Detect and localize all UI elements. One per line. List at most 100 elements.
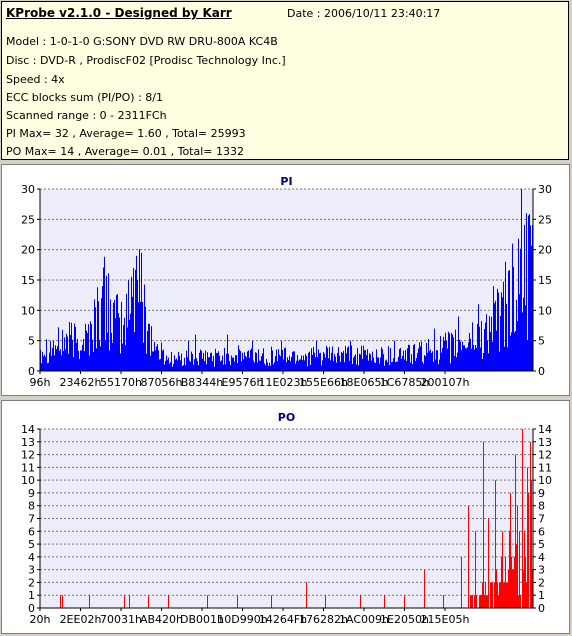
pi-bar <box>239 349 240 371</box>
pi-ytick-label-right: 30 <box>538 183 552 196</box>
pi-bar <box>261 356 262 371</box>
pi-bar <box>215 348 216 371</box>
pi-bar <box>254 362 255 371</box>
pi-bar <box>121 301 122 371</box>
pi-bar <box>178 351 179 371</box>
pi-bar <box>366 355 367 371</box>
po-xtick-label: 1AC009h <box>339 613 389 626</box>
pi-bar <box>511 332 512 371</box>
po-bar <box>496 569 497 608</box>
pi-bar <box>427 352 428 371</box>
pi-bar <box>526 213 527 371</box>
pi-bar <box>280 356 281 371</box>
po-ytick-label-right: 13 <box>538 436 552 449</box>
pi-bar <box>432 351 433 371</box>
pi-bar <box>360 354 361 371</box>
pi-bar <box>445 332 446 371</box>
pi-bar <box>496 330 497 371</box>
pi-bar <box>189 360 190 371</box>
pi-bar <box>216 353 217 371</box>
pi-xtick-label: 11E023h <box>259 376 308 389</box>
pi-bar <box>272 350 273 371</box>
po-bar <box>487 595 488 608</box>
pi-bar <box>316 340 317 371</box>
pi-bar <box>440 336 441 371</box>
pi-bar <box>311 348 312 371</box>
pi-bar <box>370 354 371 371</box>
pi-bar <box>517 320 518 371</box>
pi-bar <box>166 355 167 371</box>
pi-bar <box>221 360 222 371</box>
po-bar <box>89 595 90 608</box>
pi-bar <box>431 353 432 371</box>
pi-bar <box>485 322 486 371</box>
pi-bar <box>155 350 156 371</box>
pi-bar <box>302 360 303 371</box>
pi-bar <box>439 359 440 371</box>
pi-bar <box>413 345 414 371</box>
pi-bar <box>122 343 123 371</box>
pi-bar <box>227 334 228 371</box>
pi-bar <box>513 266 514 371</box>
pi-xtick-label: 200107h <box>421 376 470 389</box>
pi-bar <box>505 261 506 371</box>
pi-bar <box>284 348 285 371</box>
pi-bar <box>436 350 437 371</box>
pi-bar <box>198 365 199 371</box>
pi-bar <box>465 348 466 371</box>
pi-bar <box>179 355 180 371</box>
pi-bar <box>149 323 150 371</box>
pi-bar <box>58 327 59 371</box>
pi-bar <box>61 355 62 371</box>
pi-bar <box>403 350 404 371</box>
po-ytick-label: 8 <box>28 500 35 513</box>
po-bar <box>517 505 518 608</box>
pi-bar <box>258 349 259 371</box>
pi-bar <box>453 337 454 371</box>
model-line: Model : 1-0-1-0 G:SONY DVD RW DRU-800A K… <box>6 35 278 48</box>
app-title: KProbe v2.1.0 - Designed by Karr <box>6 6 232 20</box>
pi-bar <box>104 256 105 371</box>
pi-bar <box>381 347 382 371</box>
pi-bar <box>75 326 76 371</box>
po-xtick-label: 70031h <box>100 613 142 626</box>
pi-bar <box>276 349 277 371</box>
pi-bar <box>242 352 243 371</box>
pi-bar <box>417 353 418 371</box>
pi-bar <box>298 360 299 371</box>
pi-ytick-label-right: 15 <box>538 274 552 287</box>
pi-bar <box>131 276 132 371</box>
pi-xtick-label: 87056h <box>141 376 183 389</box>
pi-bar <box>493 286 494 371</box>
pi-bar <box>415 360 416 371</box>
pi-bar <box>251 348 252 371</box>
pi-bar <box>310 364 311 371</box>
po-chart-panel: PO 0 0 1 1 2 2 3 3 4 4 5 5 6 6 7 7 8 8 9 9 10 10 11 11 12 12 13 13 14… <box>1 400 570 634</box>
pi-bar <box>194 359 195 371</box>
pi-bar <box>225 364 226 371</box>
pi-bar <box>467 347 468 371</box>
pi-bar <box>456 357 457 371</box>
pi-bar <box>426 343 427 371</box>
pi-bar <box>91 324 92 371</box>
po-ytick-label: 9 <box>28 487 35 500</box>
pi-bar <box>407 348 408 371</box>
po-bar <box>475 531 476 608</box>
pi-bar <box>347 347 348 371</box>
pi-xtick-label: 96h <box>30 376 51 389</box>
pi-bar <box>489 316 490 371</box>
po-bar <box>488 518 489 608</box>
pi-bar <box>115 318 116 371</box>
po-bar <box>528 492 529 608</box>
pi-bar <box>420 346 421 371</box>
pi-bar <box>291 357 292 371</box>
pi-bar <box>326 345 327 371</box>
po-xtick-label: 215E05h <box>421 613 470 626</box>
po-bar <box>513 569 514 608</box>
pi-bar <box>68 353 69 371</box>
pi-bar <box>442 348 443 371</box>
pi-bar <box>433 361 434 371</box>
pi-bar <box>93 351 94 371</box>
pi-bar <box>158 350 159 371</box>
po-bar <box>509 531 510 608</box>
